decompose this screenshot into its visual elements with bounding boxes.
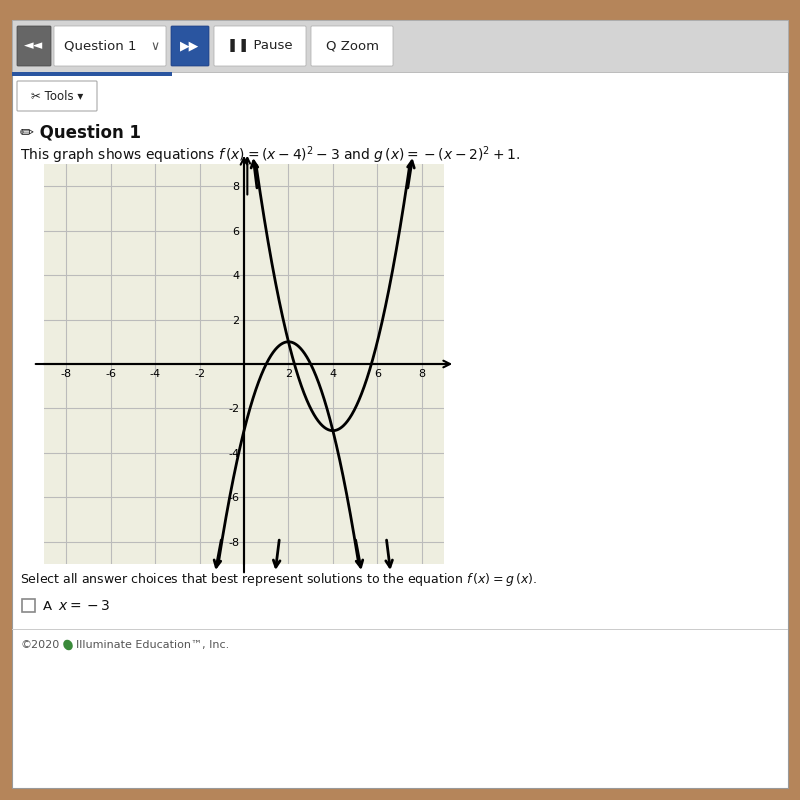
FancyBboxPatch shape [17,26,51,66]
Text: This graph shows equations $f\,(x)=(x-4)^{2}-3$ and $g\,(x)=-(x-2)^{2}+1$.: This graph shows equations $f\,(x)=(x-4)… [20,144,520,166]
Text: ∨: ∨ [150,39,159,53]
Text: Select all answer choices that best represent solutions to the equation $f\,(x)=: Select all answer choices that best repr… [20,571,537,589]
Text: Question 1: Question 1 [64,39,136,53]
FancyBboxPatch shape [171,26,209,66]
Text: ✏ Question 1: ✏ Question 1 [20,123,141,141]
FancyBboxPatch shape [214,26,306,66]
FancyBboxPatch shape [17,81,97,111]
Text: ◄◄: ◄◄ [24,39,44,53]
Text: $x=-3$: $x=-3$ [58,599,110,613]
Bar [22,599,35,612]
Bar [12,72,172,76]
Text: Q Zoom: Q Zoom [326,39,378,53]
Bar [12,20,788,72]
Bar [12,629,788,630]
FancyBboxPatch shape [12,20,788,788]
Text: ❚❚ Pause: ❚❚ Pause [227,39,293,53]
Text: ✂ Tools ▾: ✂ Tools ▾ [31,90,83,102]
Text: ▶▶: ▶▶ [180,39,200,53]
Text: A: A [43,599,52,613]
Ellipse shape [63,640,73,650]
FancyBboxPatch shape [54,26,166,66]
FancyBboxPatch shape [311,26,393,66]
Text: ©2020: ©2020 [20,640,59,650]
Text: Illuminate Education™, Inc.: Illuminate Education™, Inc. [76,640,230,650]
